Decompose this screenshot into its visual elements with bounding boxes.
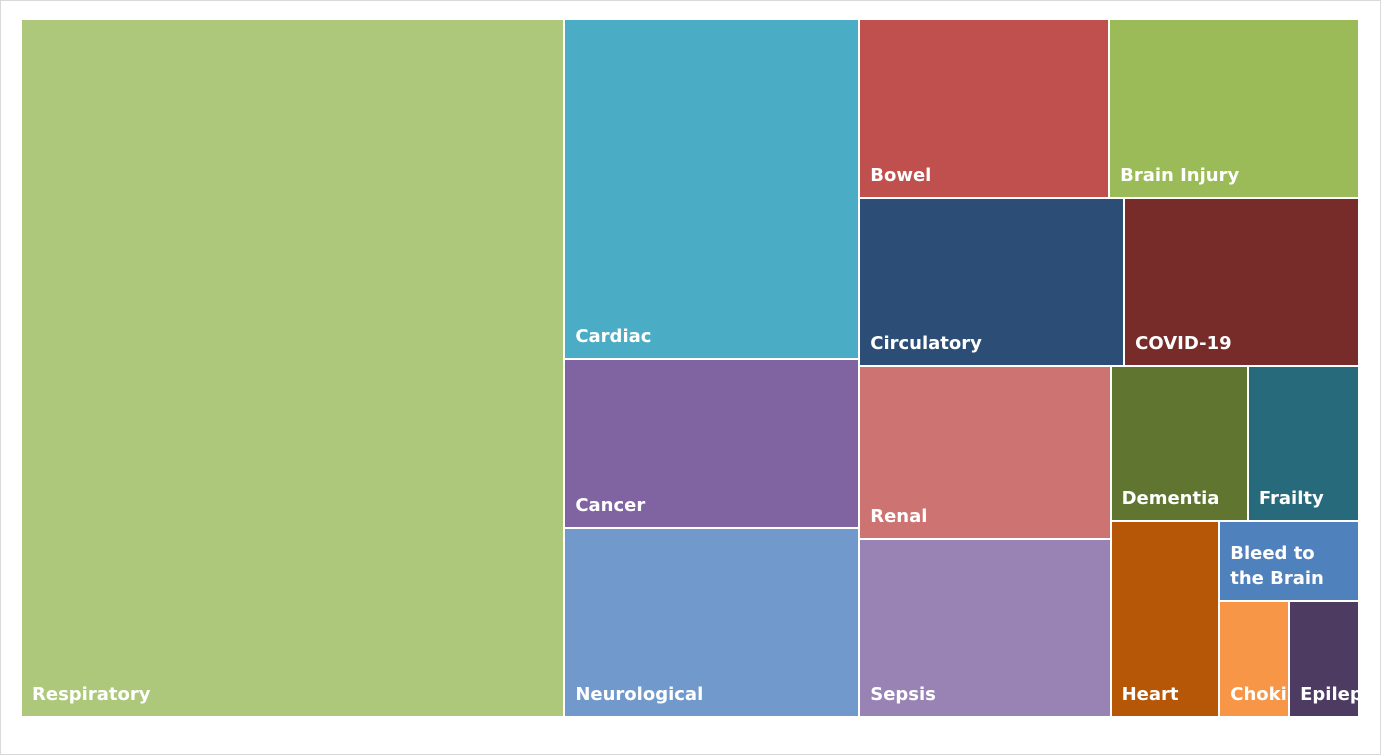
cell-label: Bowel (870, 164, 932, 186)
treemap-cell: Cancer (564, 359, 860, 528)
cell-label: Renal (870, 506, 928, 528)
cell-label: Brain Injury (1120, 164, 1240, 186)
cell-label: Cancer (575, 494, 646, 516)
cell-label: COVID-19 (1135, 332, 1232, 354)
treemap-cell: Bowel (859, 19, 1110, 198)
treemap-cell: Choking (1219, 600, 1290, 717)
treemap-cell: Respiratory (21, 19, 565, 717)
cell-label: Dementia (1121, 488, 1220, 510)
treemap-cell: Epilepsy (1289, 600, 1359, 717)
cell-label: Sepsis (870, 683, 936, 705)
cell-label: Choking (1230, 683, 1288, 705)
cell-label: Cardiac (575, 326, 652, 348)
cell-label: Frailty (1258, 488, 1324, 510)
treemap-cell: Bleed to the Brain (1219, 521, 1359, 601)
cell-label: Heart (1121, 683, 1179, 705)
cell-label: Bleed to the Brain (1230, 542, 1324, 589)
cell-label: Respiratory (32, 684, 151, 705)
treemap-cell: COVID-19 (1124, 197, 1359, 366)
treemap-cell: Renal (859, 365, 1111, 540)
treemap-cell: Frailty (1247, 365, 1359, 522)
cell-label: Circulatory (870, 332, 982, 354)
cell-label: Neurological (575, 683, 704, 705)
treemap-cell: Sepsis (859, 539, 1111, 717)
treemap-cell: Heart (1110, 521, 1220, 717)
treemap-area: Respiratory Cardiac Cancer Neurological Bowe… (21, 19, 1359, 717)
treemap-cell: Neurological (564, 527, 860, 717)
treemap-cell: Brain Injury (1109, 19, 1359, 198)
treemap-cell: Circulatory (859, 197, 1125, 366)
treemap-cell: Dementia (1110, 365, 1248, 522)
cell-label: Epilepsy (1300, 683, 1358, 705)
treemap-cell: Cardiac (564, 19, 860, 360)
